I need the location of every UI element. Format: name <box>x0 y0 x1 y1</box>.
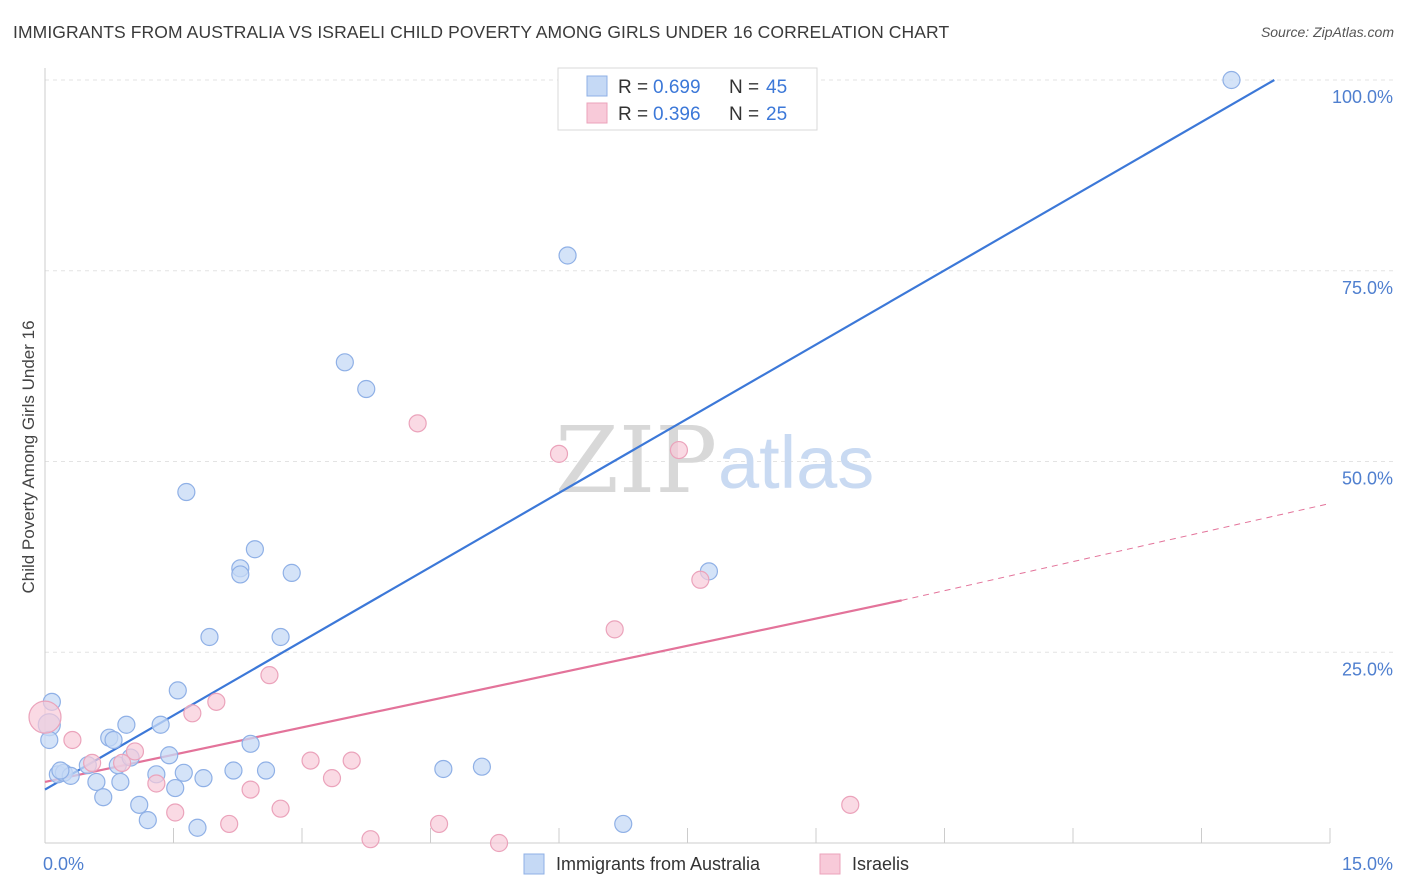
point-immigrants-australia <box>174 763 193 782</box>
point-immigrants-australia <box>194 769 213 788</box>
legend-n-label-blue: N = <box>729 77 759 98</box>
legend-r-value-blue: 0.699 <box>653 77 701 98</box>
point-israelis <box>489 833 509 853</box>
trend-line-israelis <box>44 599 902 784</box>
legend-swatch-blue <box>586 75 608 97</box>
y-tick-label: 100.0% <box>1332 87 1393 107</box>
point-israelis <box>112 753 132 772</box>
point-israelis <box>605 620 624 639</box>
series-legend-swatch-pink <box>819 853 841 875</box>
point-israelis <box>549 444 569 463</box>
point-immigrants-australia <box>271 627 290 647</box>
point-immigrants-australia <box>177 482 196 502</box>
x-tick-labels: 0.0% 15.0% <box>43 854 1393 874</box>
point-israelis <box>166 803 185 822</box>
point-immigrants-australia <box>357 379 376 399</box>
point-israelis <box>691 570 710 589</box>
y-tick-labels: 25.0% 50.0% 75.0% 100.0% <box>1332 87 1393 679</box>
point-immigrants-australia <box>614 814 633 834</box>
point-israelis <box>125 742 145 761</box>
point-immigrants-australia <box>94 788 113 807</box>
trend-line-immigrants-australia <box>44 79 1275 791</box>
point-israelis <box>260 666 279 685</box>
legend-n-value-blue: 45 <box>766 77 787 98</box>
point-israelis <box>429 814 449 834</box>
point-israelis <box>220 814 239 834</box>
trend-line-israelis-extension <box>901 502 1331 601</box>
point-immigrants-australia <box>224 761 243 780</box>
series-legend-label-pink: Israelis <box>852 854 909 874</box>
point-immigrants-australia <box>1222 70 1241 90</box>
watermark-zip: ZIP <box>555 407 717 514</box>
point-immigrants-australia <box>111 772 130 792</box>
trend-lines <box>44 79 1331 791</box>
point-israelis <box>322 769 342 788</box>
chart-title: IMMIGRANTS FROM AUSTRALIA VS ISRAELI CHI… <box>13 22 950 42</box>
watermark: ZIP atlas <box>555 407 874 514</box>
legend-swatch-pink <box>586 102 608 124</box>
series-legend-label-blue: Immigrants from Australia <box>556 854 761 874</box>
point-israelis <box>241 780 260 799</box>
x-tick-label: 15.0% <box>1342 854 1393 874</box>
point-israelis <box>342 751 361 770</box>
point-immigrants-australia <box>117 715 136 734</box>
point-israelis <box>271 799 290 818</box>
legend-r-label-pink: R = <box>618 104 648 125</box>
point-immigrants-australia <box>256 761 276 780</box>
y-tick-label: 50.0% <box>1342 469 1393 489</box>
legend-r-value-pink: 0.396 <box>653 104 701 125</box>
point-immigrants-australia <box>166 778 185 798</box>
series-legend: Immigrants from Australia Israelis <box>523 853 909 875</box>
stats-legend: R = 0.699 N = 45 R = 0.396 N = 25 <box>557 67 818 131</box>
y-tick-label: 25.0% <box>1342 659 1393 679</box>
x-tick-label: 0.0% <box>43 854 84 874</box>
point-israelis <box>301 751 320 770</box>
point-immigrants-australia <box>200 627 219 647</box>
point-israelis <box>669 440 689 460</box>
point-israelis <box>207 692 226 711</box>
point-immigrants-australia <box>130 795 149 814</box>
point-immigrants-australia <box>245 540 264 559</box>
point-immigrants-australia <box>168 681 187 700</box>
point-immigrants-australia <box>335 353 354 372</box>
legend-n-value-pink: 25 <box>766 104 787 125</box>
point-immigrants-australia <box>472 757 491 776</box>
point-immigrants-australia <box>241 734 260 753</box>
point-immigrants-australia <box>51 761 70 780</box>
point-immigrants-australia <box>40 730 59 750</box>
point-israelis <box>183 704 202 723</box>
point-immigrants-australia <box>231 565 250 584</box>
series-legend-swatch-blue <box>523 853 545 875</box>
point-immigrants-australia <box>87 772 106 792</box>
point-immigrants-australia <box>151 715 170 734</box>
legend-r-label-blue: R = <box>618 77 648 98</box>
watermark-atlas: atlas <box>718 421 874 504</box>
point-israelis <box>63 730 82 750</box>
point-immigrants-australia <box>160 746 179 765</box>
point-israelis <box>361 830 380 849</box>
source-label: Source: ZipAtlas.com <box>1260 24 1394 40</box>
point-israelis <box>147 774 166 793</box>
point-israelis <box>28 700 62 734</box>
point-israelis <box>83 753 102 772</box>
point-immigrants-australia <box>188 818 207 837</box>
point-immigrants-australia <box>104 730 123 750</box>
point-israelis <box>408 414 427 433</box>
y-tick-label: 75.0% <box>1342 278 1393 298</box>
point-immigrants-australia <box>558 246 577 265</box>
point-israelis <box>841 795 860 814</box>
point-immigrants-australia <box>434 759 453 779</box>
y-axis-label: Child Poverty Among Girls Under 16 <box>19 320 38 593</box>
legend-n-label-pink: N = <box>729 104 759 125</box>
point-immigrants-australia <box>282 563 301 582</box>
point-immigrants-australia <box>138 811 157 830</box>
